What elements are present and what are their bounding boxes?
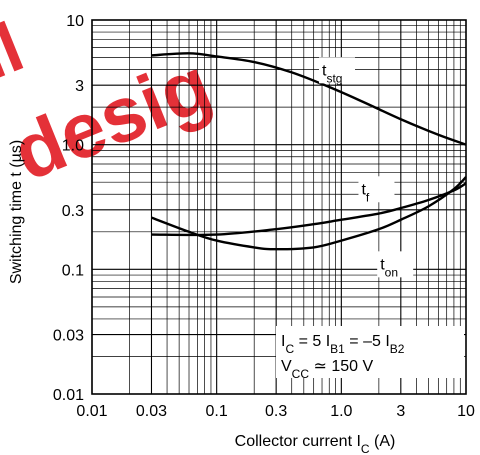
y-tick-label: 0.03	[53, 328, 84, 345]
x-tick-label: 3	[396, 403, 405, 420]
annotation-background	[276, 326, 464, 378]
annotation-line-2: VCC ≃ 150 V	[281, 358, 373, 381]
x-tick-label: 1.0	[330, 403, 352, 420]
label-t-f: tf	[361, 181, 369, 204]
label-t-on: ton	[380, 256, 398, 279]
series-curves	[151, 52, 467, 251]
svg-text:ill: ill	[0, 8, 33, 102]
y-tick-label: 3	[75, 78, 84, 95]
x-tick-label: 0.1	[206, 403, 228, 420]
plot-area-border	[91, 19, 467, 395]
x-axis-label: Collector current IC (A)	[235, 433, 396, 455]
curve-t-stg	[151, 52, 467, 146]
x-tick-label: 0.3	[265, 403, 287, 420]
watermark-logo: ill desig	[0, 8, 223, 198]
x-tick-label: 0.01	[76, 403, 107, 420]
plot-frame	[91, 19, 467, 395]
label-t-stg: tstg	[322, 62, 342, 85]
curve-t-on	[151, 176, 467, 251]
condition-annotation: IC = 5 IB1 = –5 IB2 VCC ≃ 150 V	[276, 326, 464, 381]
curve-label-background	[319, 57, 356, 84]
curve-label-background	[358, 176, 395, 203]
y-tick-label: 10	[66, 13, 84, 30]
svg-text:desig: desig	[1, 39, 223, 197]
curve-t-f	[151, 182, 467, 237]
curve-labels: tstg tf ton	[319, 57, 414, 279]
curve-label-background	[377, 251, 414, 278]
y-tick-label: 1.0	[62, 138, 84, 155]
y-tick-labels: 0.01 0.03 0.1 0.3 1.0 3 10	[53, 13, 84, 404]
y-axis-label: Switching time t (µs)	[8, 140, 25, 284]
x-tick-label: 10	[457, 403, 475, 420]
y-tick-label: 0.1	[62, 262, 84, 279]
y-tick-label: 0.3	[62, 203, 84, 220]
x-tick-labels: 0.01 0.03 0.1 0.3 1.0 3 10	[76, 403, 475, 420]
annotation-line-1: IC = 5 IB1 = –5 IB2	[281, 333, 405, 356]
y-tick-label: 0.01	[53, 387, 84, 404]
x-tick-label: 0.03	[136, 403, 167, 420]
